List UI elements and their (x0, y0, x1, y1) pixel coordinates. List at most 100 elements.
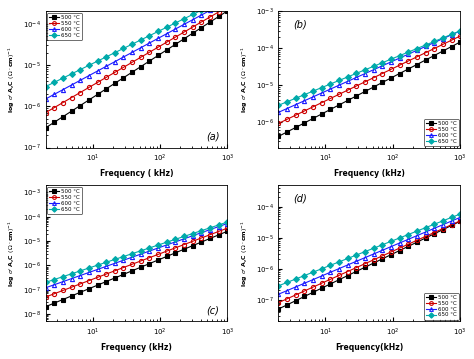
550 °C (345, 88, 350, 92)
550 °C (354, 84, 359, 88)
600 °C (155, 246, 161, 250)
650 °C (371, 64, 376, 69)
500 °C (129, 70, 135, 74)
550 °C (362, 80, 368, 84)
650 °C (164, 240, 170, 244)
500 °C (449, 223, 455, 228)
500 °C (328, 107, 333, 112)
550 °C (310, 285, 316, 289)
650 °C (371, 246, 376, 250)
550 °C (121, 265, 127, 270)
500 °C (190, 243, 196, 248)
650 °C (69, 72, 74, 76)
600 °C (362, 256, 368, 260)
500 °C (86, 98, 91, 102)
650 °C (328, 263, 333, 267)
600 °C (457, 29, 463, 33)
550 °C (77, 282, 83, 286)
550 °C (293, 293, 299, 297)
550 °C (423, 234, 428, 239)
500 °C (371, 261, 376, 265)
500 °C (95, 283, 100, 287)
600 °C (319, 274, 325, 278)
600 °C (190, 18, 196, 22)
650 °C (51, 80, 57, 84)
500 °C (405, 244, 411, 248)
500 °C (199, 25, 204, 30)
500 °C (207, 20, 213, 24)
500 °C (146, 261, 152, 266)
650 °C (95, 59, 100, 63)
650 °C (397, 236, 402, 240)
550 °C (199, 20, 204, 24)
500 °C (86, 286, 91, 291)
500 °C (51, 120, 57, 125)
500 °C (216, 14, 221, 19)
500 °C (405, 67, 411, 71)
550 °C (397, 63, 402, 67)
Legend: 500 °C, 550 °C, 600 °C, 650 °C: 500 °C, 550 °C, 600 °C, 650 °C (47, 13, 82, 40)
600 °C (293, 102, 299, 107)
650 °C (284, 99, 290, 104)
550 °C (216, 10, 221, 14)
650 °C (397, 53, 402, 58)
500 °C (380, 257, 385, 261)
550 °C (336, 92, 342, 97)
Y-axis label: log $\sigma$$^{\prime}$ A,C $(\Omega\cdot$cm$)^{-1}$: log $\sigma$$^{\prime}$ A,C $(\Omega\cdo… (240, 46, 250, 113)
650 °C (301, 274, 307, 278)
550 °C (190, 239, 196, 243)
650 °C (216, 0, 221, 4)
600 °C (405, 237, 411, 242)
650 °C (112, 51, 118, 55)
600 °C (43, 97, 48, 101)
600 °C (181, 22, 187, 27)
650 °C (275, 103, 281, 107)
600 °C (146, 41, 152, 45)
550 °C (405, 59, 411, 63)
650 °C (138, 249, 144, 253)
500 °C (345, 98, 350, 103)
650 °C (310, 270, 316, 274)
500 °C (51, 301, 57, 305)
650 °C (362, 250, 368, 254)
600 °C (336, 266, 342, 271)
500 °C (354, 269, 359, 274)
Line: 550 °C: 550 °C (44, 226, 229, 299)
500 °C (371, 85, 376, 89)
600 °C (173, 27, 178, 31)
500 °C (77, 290, 83, 294)
650 °C (60, 76, 66, 80)
550 °C (388, 250, 394, 254)
600 °C (199, 230, 204, 235)
550 °C (190, 25, 196, 29)
550 °C (43, 295, 48, 299)
500 °C (362, 89, 368, 94)
Y-axis label: log $\sigma$$^{\prime}$ A,C $(\Omega\cdot$cm$)^{-1}$: log $\sigma$$^{\prime}$ A,C $(\Omega\cdo… (7, 220, 17, 287)
550 °C (284, 297, 290, 301)
600 °C (121, 258, 127, 262)
550 °C (164, 249, 170, 253)
550 °C (414, 55, 420, 59)
600 °C (431, 41, 437, 45)
600 °C (284, 106, 290, 111)
Line: 600 °C: 600 °C (276, 29, 462, 115)
500 °C (138, 265, 144, 269)
550 °C (43, 111, 48, 115)
600 °C (138, 252, 144, 256)
650 °C (43, 280, 48, 285)
550 °C (112, 269, 118, 273)
650 °C (121, 255, 127, 259)
600 °C (51, 92, 57, 97)
600 °C (225, 222, 230, 226)
650 °C (310, 89, 316, 93)
600 °C (440, 37, 446, 41)
600 °C (69, 276, 74, 281)
550 °C (449, 38, 455, 42)
500 °C (121, 76, 127, 80)
500 °C (301, 294, 307, 299)
550 °C (345, 269, 350, 274)
600 °C (388, 244, 394, 249)
650 °C (319, 267, 325, 271)
650 °C (388, 239, 394, 243)
Line: 550 °C: 550 °C (276, 219, 462, 305)
